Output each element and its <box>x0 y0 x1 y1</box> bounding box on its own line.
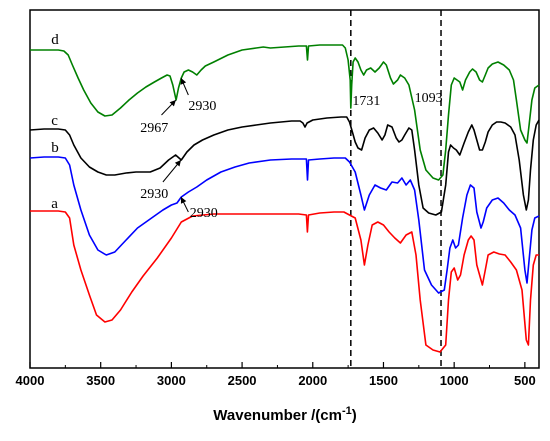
series-line-a <box>30 210 539 353</box>
annotation-arrowhead <box>180 78 187 85</box>
annotation-label: 2967 <box>140 121 168 136</box>
annotations: 1731 1093 2930 2967 2930 2930 <box>140 77 443 221</box>
curve-label-b: b <box>51 140 59 156</box>
x-tick-label: 3000 <box>157 373 186 388</box>
x-tick-label: 2000 <box>298 373 327 388</box>
x-tick-label: 1000 <box>440 373 469 388</box>
curve-label-c: c <box>51 113 58 129</box>
series-line-d <box>30 44 540 181</box>
x-axis-ticks: 4000 3500 3000 2500 2000 1500 1000 500 <box>16 362 536 388</box>
annotation-label: 2930 <box>190 206 218 221</box>
x-tick-label: 2500 <box>228 373 257 388</box>
x-axis-title: Wavenumber /(cm-1) <box>213 405 356 424</box>
annotation-label: 2930 <box>188 99 216 114</box>
reference-lines <box>350 10 442 368</box>
curve-label-d: d <box>51 32 59 48</box>
curve-label-a: a <box>51 196 58 212</box>
curve-labels: a bc d <box>51 32 59 212</box>
series-group <box>29 44 540 353</box>
annotation-arrowhead <box>174 160 182 167</box>
series-line-b <box>29 156 540 294</box>
x-tick-label: 4000 <box>16 373 45 388</box>
annotation-label: 1731 <box>352 94 380 109</box>
annotation-label: 2930 <box>140 187 168 202</box>
x-tick-label: 1500 <box>369 373 398 388</box>
series-line-c <box>29 116 540 216</box>
annotation-label: 1093 <box>415 91 443 106</box>
plot-frame <box>29 9 540 369</box>
x-tick-label: 3500 <box>86 373 115 388</box>
x-tick-label: 500 <box>514 373 536 388</box>
annotation-arrowhead <box>169 100 176 107</box>
annotation-arrowhead <box>180 197 187 204</box>
